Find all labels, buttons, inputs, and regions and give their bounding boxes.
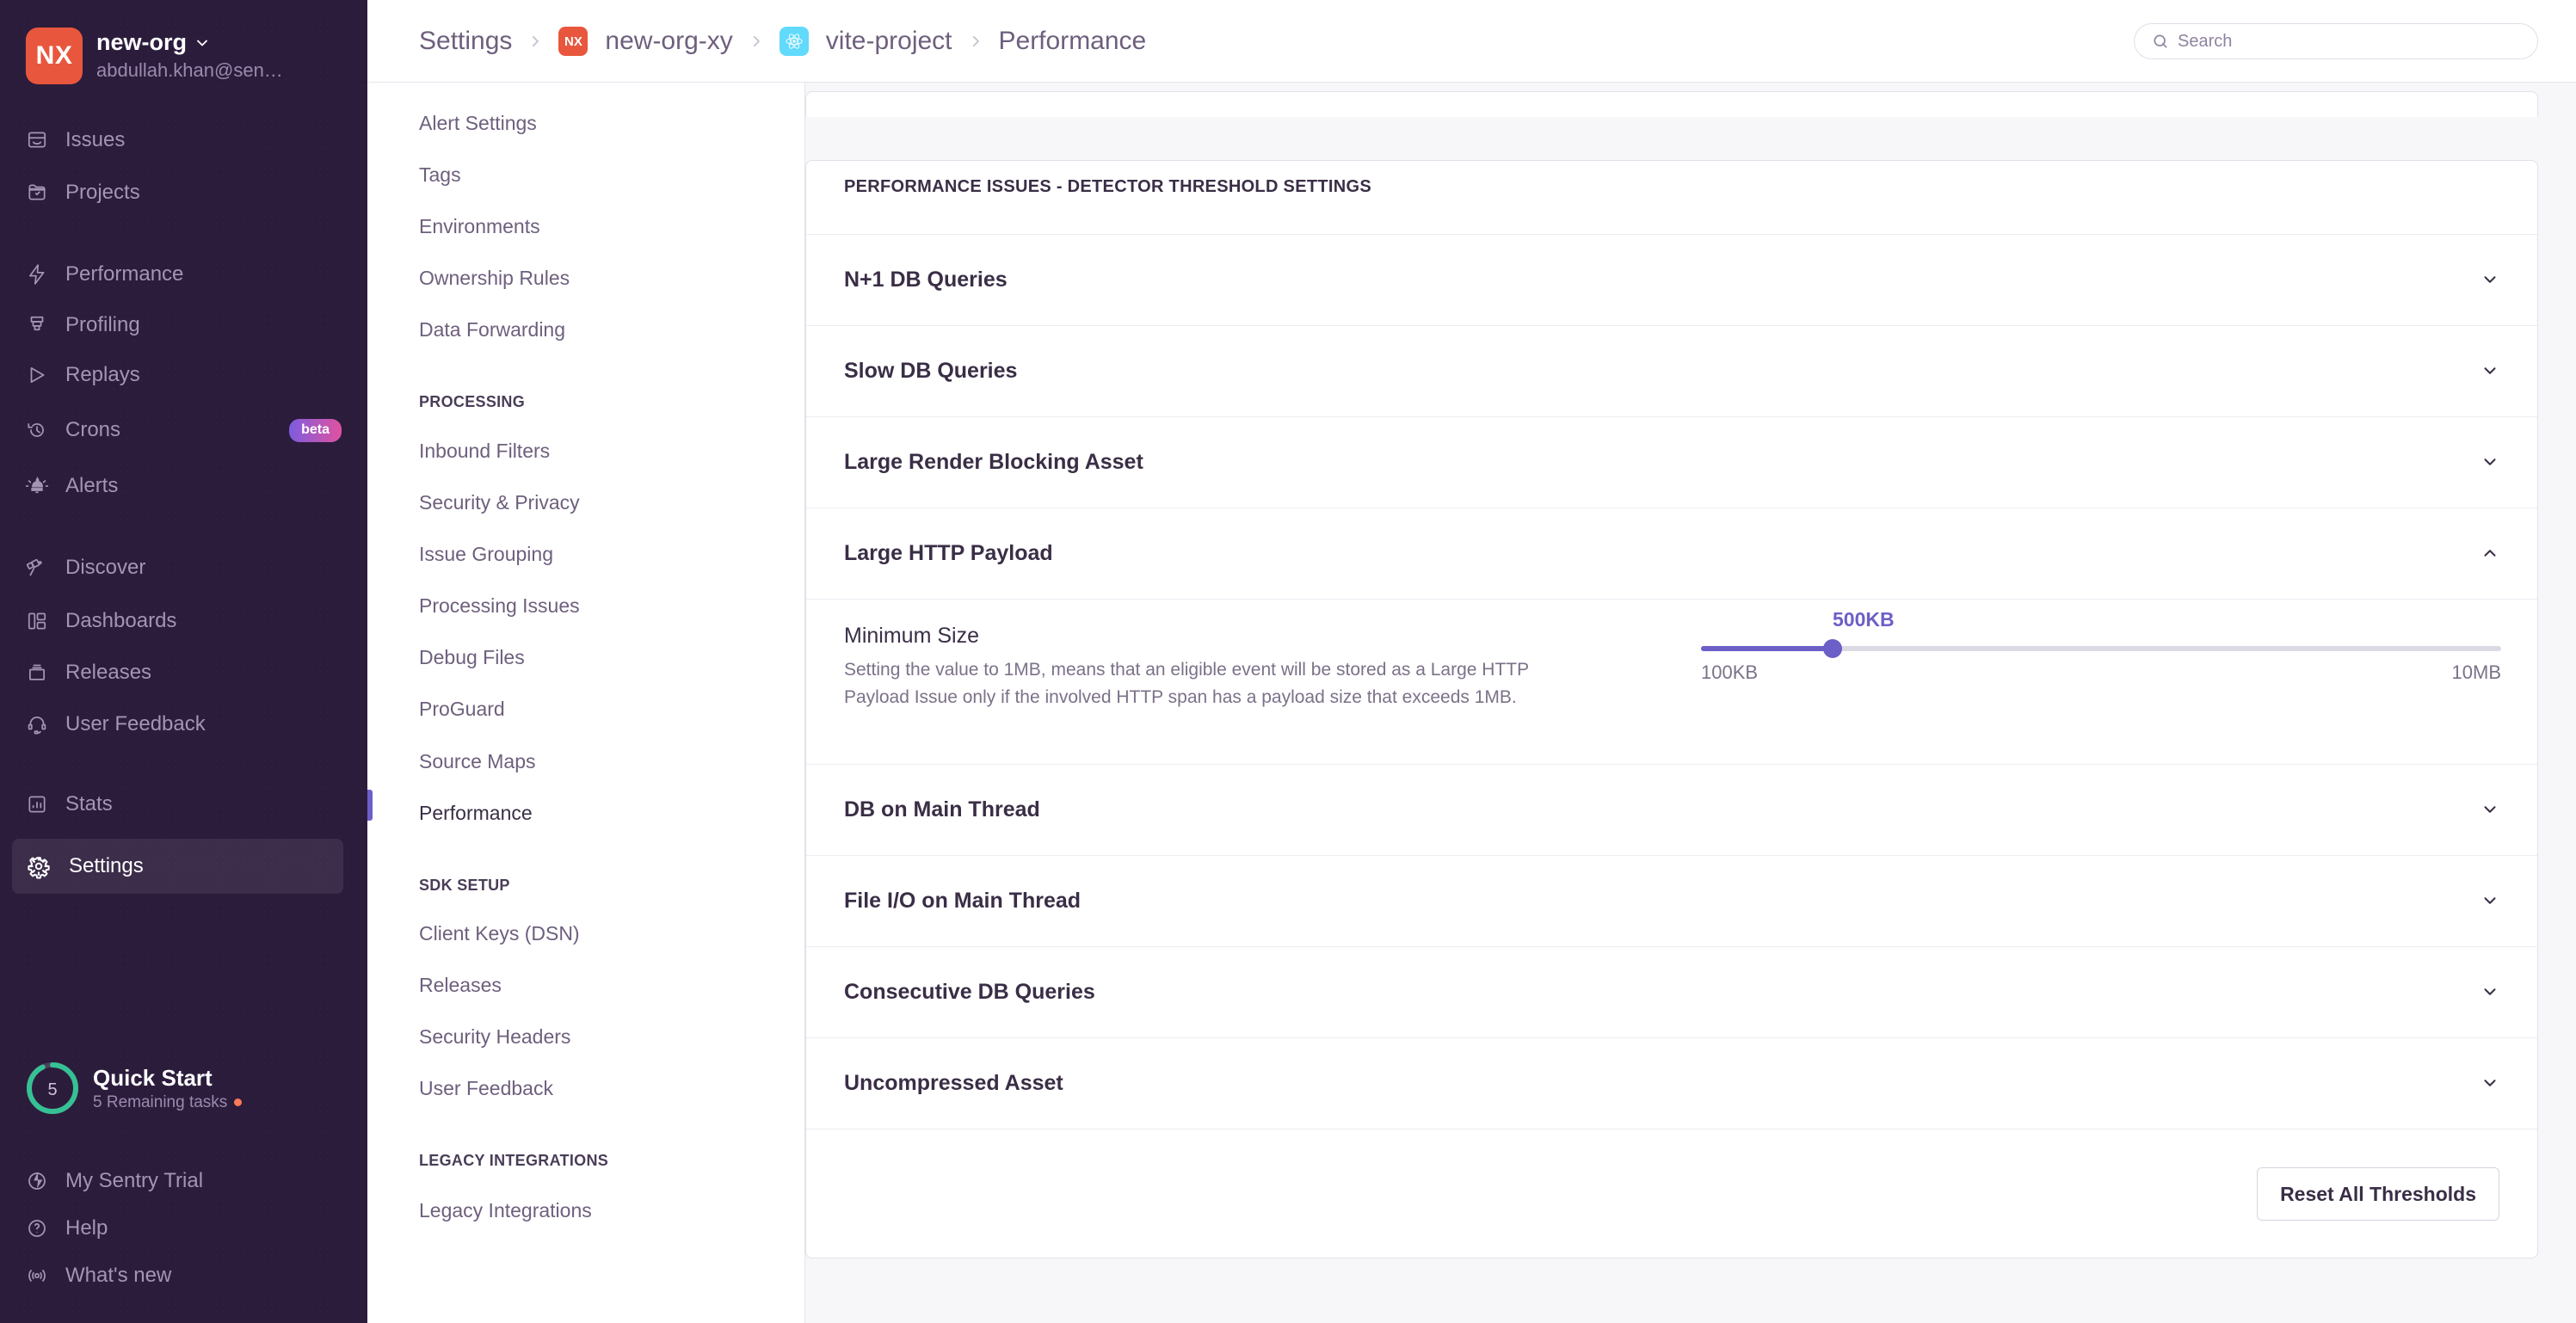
svg-text:5: 5 — [47, 1080, 57, 1099]
